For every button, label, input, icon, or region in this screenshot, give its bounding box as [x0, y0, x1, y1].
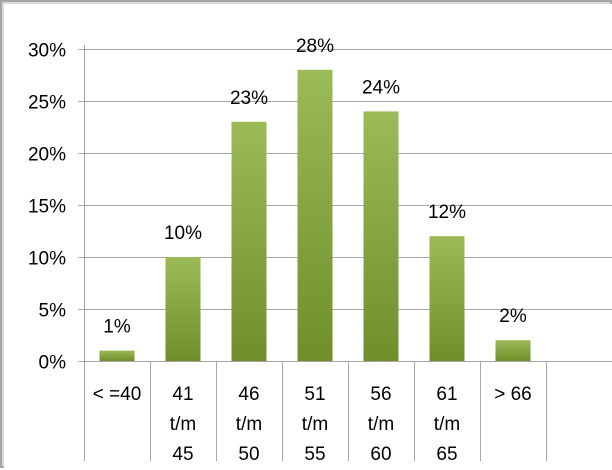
x-tick-label: 61: [436, 384, 457, 405]
x-tick-label: 60: [370, 444, 391, 465]
data-label: 1%: [103, 317, 131, 338]
x-tick-label: t/m: [368, 414, 394, 435]
x-tick-label: < =40: [93, 384, 142, 405]
y-tick-label: 15%: [28, 197, 66, 218]
y-tick-label: 25%: [28, 93, 66, 114]
x-tick-label: 55: [304, 444, 325, 465]
x-axis: < =40 41 t/m 45 46 t/m 50 51 t/m 55 56 t/m 60 61 t/m 65…: [93, 384, 532, 465]
y-axis: 0% 5% 10% 15% 20% 25% 30%: [28, 41, 547, 461]
x-tick-label: 50: [238, 444, 259, 465]
bar: [297, 69, 333, 362]
x-tick-label: 45: [172, 444, 193, 465]
data-label: 28%: [296, 36, 334, 57]
data-label: 24%: [362, 77, 400, 98]
bar: [363, 111, 399, 362]
y-tick-label: 5%: [39, 301, 67, 322]
x-tick-label: t/m: [302, 414, 328, 435]
x-tick-label: t/m: [170, 414, 196, 435]
data-label: 23%: [230, 88, 268, 109]
y-tick-label: 30%: [28, 41, 66, 62]
x-tick-label: t/m: [434, 414, 460, 435]
x-tick-label: 65: [436, 444, 457, 465]
data-label: 10%: [164, 223, 202, 244]
bars: [99, 69, 531, 362]
data-label: 12%: [428, 202, 466, 223]
bar: [99, 350, 135, 361]
y-tick-label: 10%: [28, 249, 66, 270]
x-tick-label: 51: [304, 384, 325, 405]
x-tick-label: 56: [370, 384, 391, 405]
bar: [495, 340, 531, 361]
x-tick-label: 41: [172, 384, 193, 405]
bar: [231, 121, 267, 361]
x-tick-label: > 66: [494, 384, 532, 405]
bar: [165, 257, 201, 361]
data-labels: 1% 10% 23% 28% 24% 12% 2%: [103, 36, 527, 338]
bar: [429, 236, 465, 361]
y-tick-label: 20%: [28, 145, 66, 166]
data-label: 2%: [499, 306, 527, 327]
y-tick-label: 0%: [39, 353, 67, 374]
x-tick-label: t/m: [236, 414, 262, 435]
x-tick-label: 46: [238, 384, 259, 405]
